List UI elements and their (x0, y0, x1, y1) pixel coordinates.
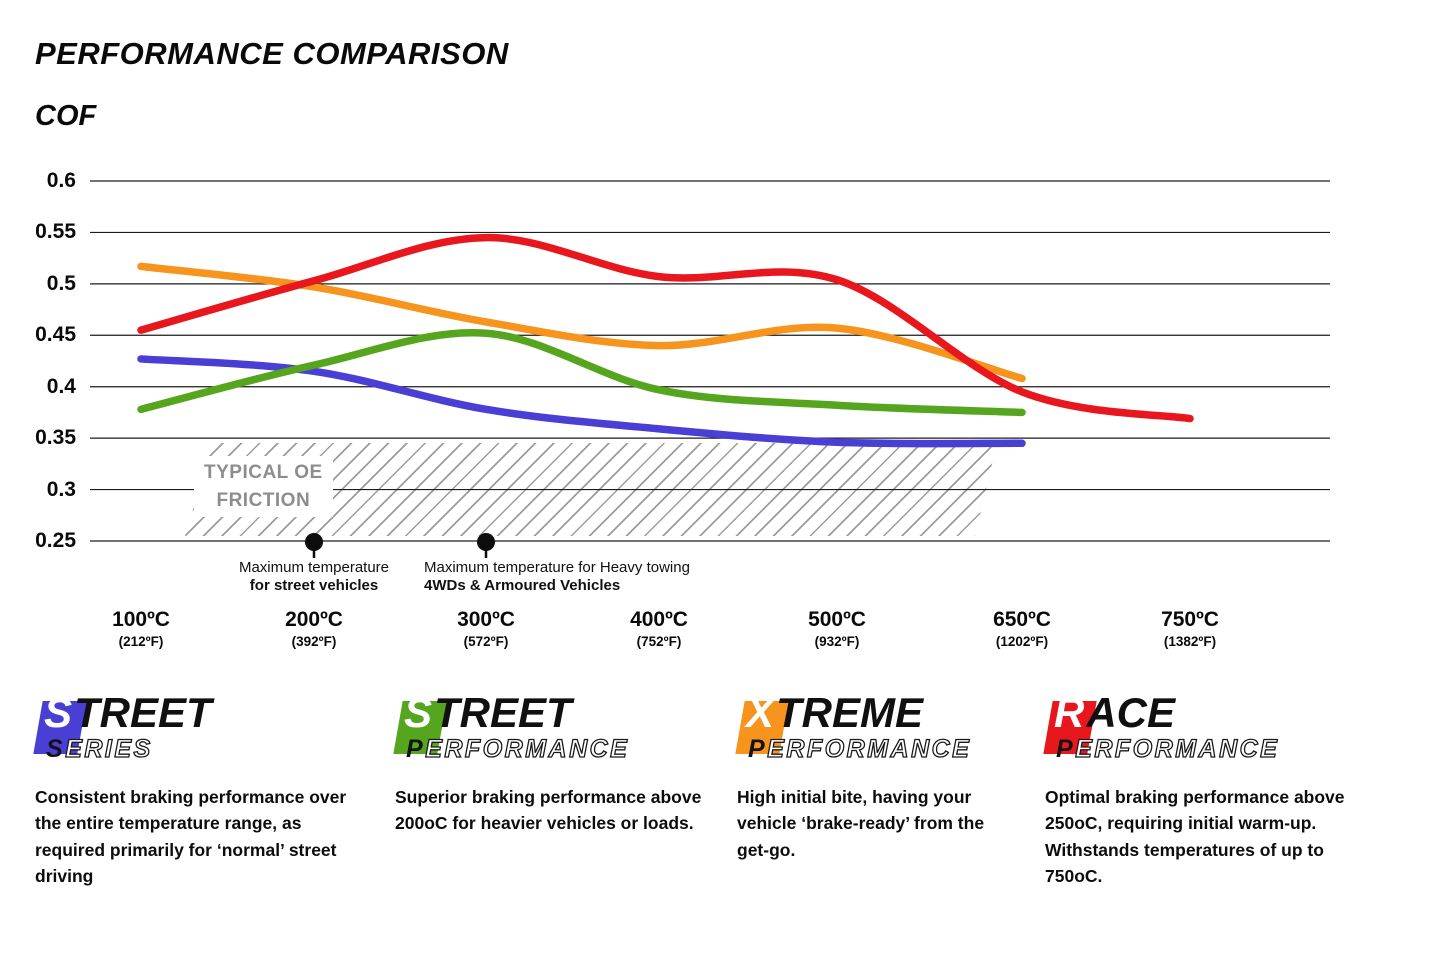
legend-race-performance: RACE PERFORMANCE Optimal braking perform… (1043, 689, 1367, 889)
y-tick-label: 0.55 (35, 220, 76, 244)
y-tick-label: 0.35 (35, 426, 76, 450)
max-temp-street-vehicles-label: Maximum temperature for street vehicles (238, 559, 390, 594)
legend-street-performance: STREET PERFORMANCE Superior braking perf… (393, 689, 715, 837)
x-tick-label: 100ºC (212ºF) (112, 608, 170, 649)
x-tick-label: 750ºC (1382ºF) (1161, 608, 1219, 649)
street-series-logo: STREET SERIES (33, 689, 363, 770)
xtreme-performance-description: High initial bite, having your vehicle ‘… (737, 787, 985, 860)
typical-oe-friction-label: TYPICAL OE FRICTION (194, 456, 333, 518)
y-tick-label: 0.6 (46, 169, 76, 192)
race-performance-description: Optimal braking performance above 250oC,… (1045, 787, 1345, 886)
series-line-street-performance (137, 329, 1026, 417)
street-performance-description: Superior braking performance above 200oC… (395, 787, 702, 834)
series-line-xtreme-performance (137, 262, 1026, 383)
y-tick-label: 0.45 (35, 323, 76, 347)
x-tick-label: 650ºC (1202ºF) (993, 608, 1051, 649)
legend-xtreme-performance: XTREME PERFORMANCE High initial bite, ha… (735, 689, 1012, 863)
x-tick-label: 500ºC (932ºF) (808, 608, 866, 649)
series-line-race-performance (137, 233, 1194, 423)
page-title: PERFORMANCE COMPARISON (35, 36, 509, 71)
x-tick-label: 200ºC (392ºF) (285, 608, 343, 649)
max-temp-heavy-towing-label: Maximum temperature for Heavy towing 4WD… (424, 559, 690, 594)
y-axis-title: COF (35, 100, 97, 132)
y-tick-label: 0.4 (46, 374, 76, 398)
y-tick-label: 0.3 (46, 477, 76, 501)
legend-street-series: STREET SERIES Consistent braking perform… (33, 689, 363, 889)
x-tick-label: 400ºC (752ºF) (630, 608, 688, 649)
series-line-street-series (137, 355, 1026, 448)
xtreme-performance-logo: XTREME PERFORMANCE (735, 689, 1012, 770)
x-tick-label: 300ºC (572ºF) (457, 608, 515, 649)
race-performance-logo: RACE PERFORMANCE (1043, 689, 1367, 770)
street-series-description: Consistent braking performance over the … (35, 787, 347, 886)
y-tick-label: 0.5 (46, 271, 76, 295)
street-performance-logo: STREET PERFORMANCE (393, 689, 715, 770)
y-tick-label: 0.25 (35, 529, 76, 552)
